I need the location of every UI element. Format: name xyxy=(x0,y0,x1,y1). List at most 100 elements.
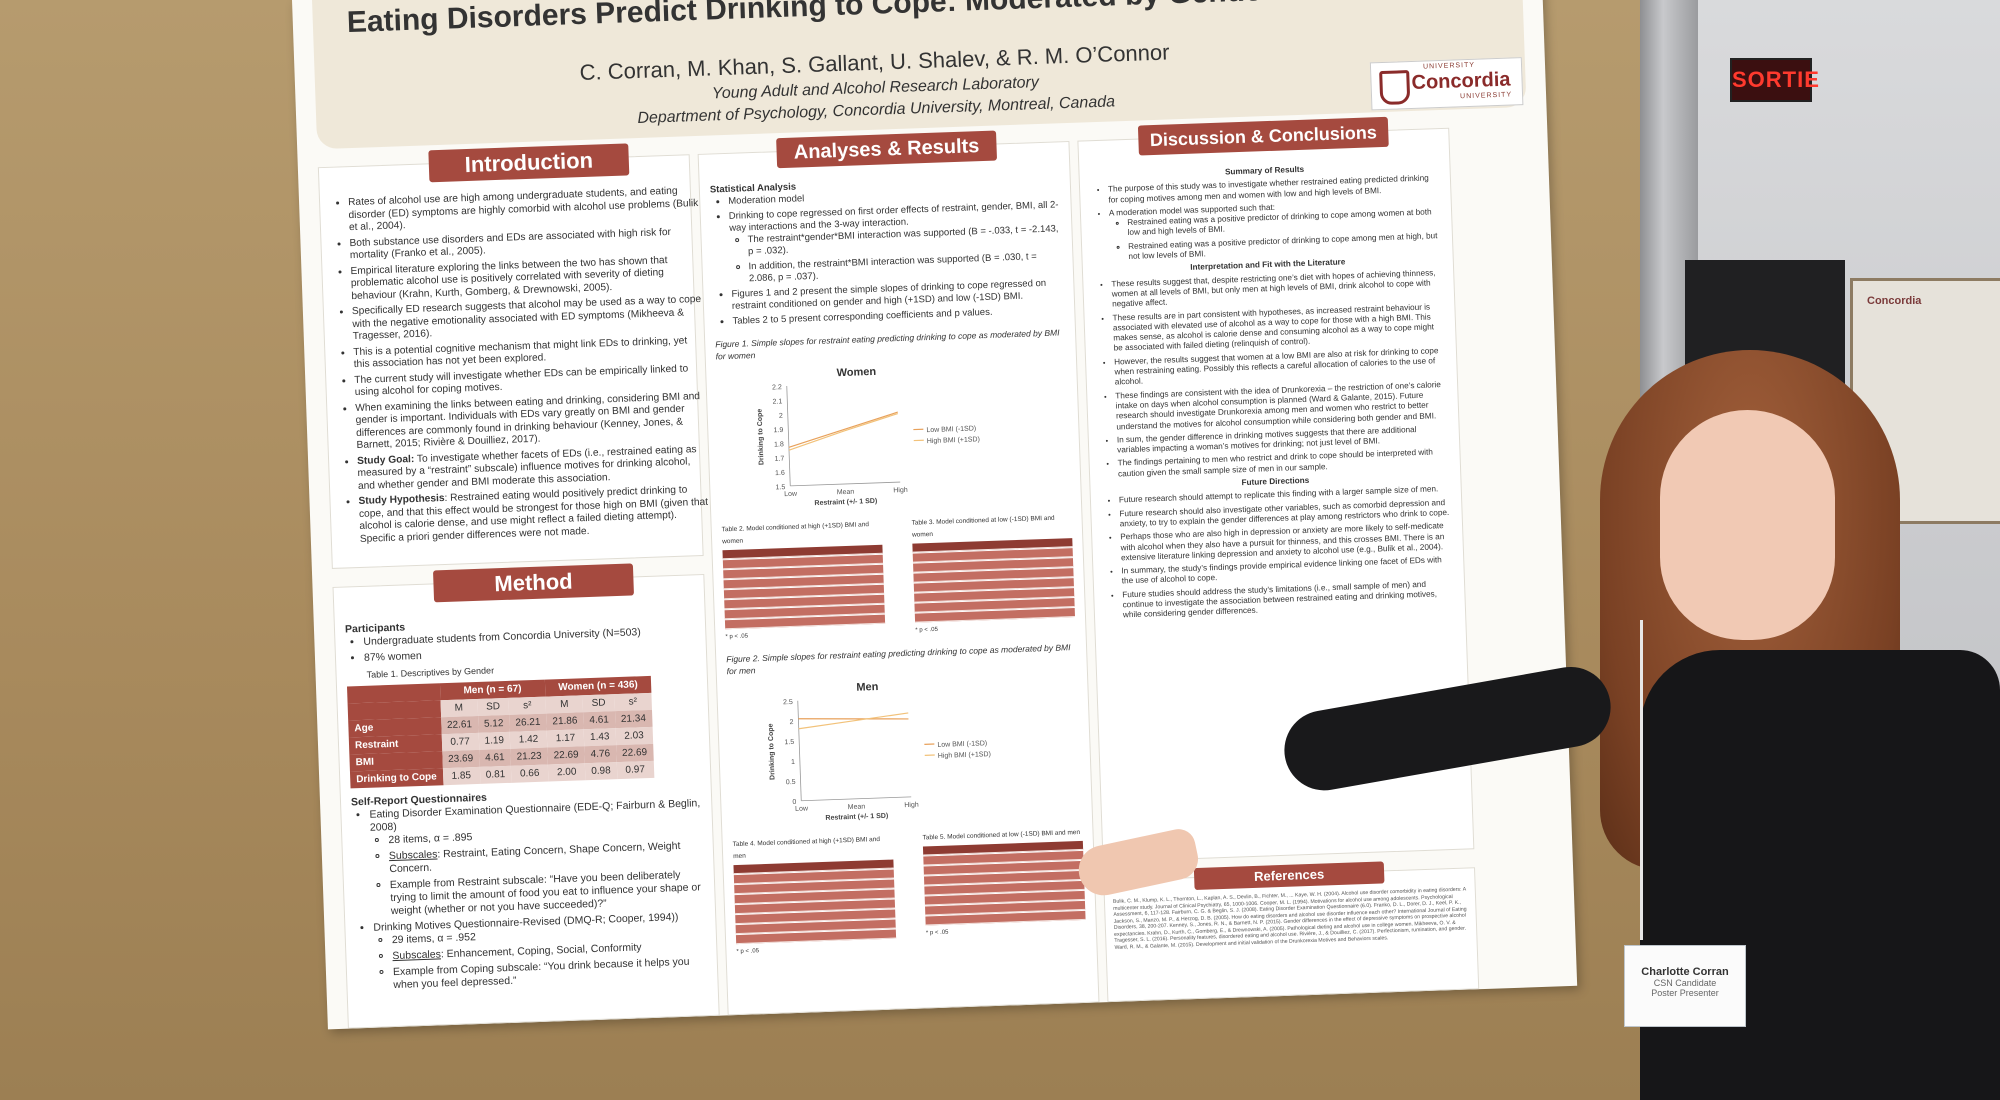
method-section: Method Participants Undergraduate studen… xyxy=(332,563,720,1029)
y-tick-label: 1.8 xyxy=(774,441,784,448)
references-section: References Bulik, C. M., Klump, K. L., T… xyxy=(1103,861,1480,1003)
table3: Table 3. Model conditioned at low (-1SD)… xyxy=(911,512,1076,637)
references-text: Bulik, C. M., Klump, K. L., Thornton, L.… xyxy=(1112,886,1467,951)
table-cell: 2.03 xyxy=(615,726,653,746)
table4: Table 4. Model conditioned at high (+1SD… xyxy=(733,834,897,959)
exit-sign: SORTIE xyxy=(1730,58,1819,102)
y-axis xyxy=(786,385,791,486)
logo-name: Concordia xyxy=(1411,68,1511,94)
table-cell: 1.85 xyxy=(442,766,481,786)
background-poster-logo: Concordia xyxy=(1867,295,1922,307)
table2: Table 2. Model conditioned at high (+1SD… xyxy=(722,519,886,644)
study-goal-text: To investigate whether facets of EDs (i.… xyxy=(357,443,697,492)
y-tick-label: 2.1 xyxy=(772,398,782,405)
badge-name: Charlotte Corran xyxy=(1641,966,1729,978)
table-cell: 1.43 xyxy=(583,728,616,747)
series-line xyxy=(798,712,909,730)
table-cell: 4.61 xyxy=(478,748,511,767)
table-cell: 22.69 xyxy=(615,743,654,763)
series-line xyxy=(788,411,898,448)
table-cell: 21.23 xyxy=(510,747,548,766)
table-cell: 23.69 xyxy=(441,749,480,769)
table-cell: 0.77 xyxy=(441,732,479,752)
study-hypothesis: Study Hypothesis: Restrained eating woul… xyxy=(358,484,710,546)
y-tick-label: 1.5 xyxy=(784,739,794,746)
y-tick-label: 2 xyxy=(789,719,793,726)
x-tick-label: Low xyxy=(784,491,798,498)
logo-bottom-text: UNIVERSITY xyxy=(1459,91,1513,101)
table-cell: 0.81 xyxy=(479,765,512,784)
introduction-list: Rates of alcohol use are high among unde… xyxy=(330,185,710,550)
presenter-face xyxy=(1660,410,1835,640)
table-cell: 1.17 xyxy=(546,729,585,748)
study-hypothesis-label: Study Hypothesis xyxy=(358,492,445,507)
y-tick-label: 2.2 xyxy=(772,384,782,391)
table-col-header: SD xyxy=(582,694,615,713)
method-content: Participants Undergraduate students from… xyxy=(345,607,708,996)
table-col-header: M xyxy=(440,698,478,718)
chart-title: Men xyxy=(856,681,879,694)
research-poster: Eating Disorders Predict Drinking to Cop… xyxy=(292,0,1578,1030)
table2-caption: Table 2. Model conditioned at high (+1SD… xyxy=(721,521,870,546)
legend-label: High BMI (+1SD) xyxy=(927,436,980,445)
x-axis xyxy=(790,481,901,487)
dmq-item: Drinking Motives Questionnaire-Revised (… xyxy=(373,910,707,993)
table4-caption: Table 4. Model conditioned at high (+1SD… xyxy=(732,835,881,861)
ede-q-example: Example from Restraint subscale: “Have y… xyxy=(390,868,705,918)
table-col-header: M xyxy=(545,695,584,714)
table2-rows xyxy=(722,544,886,630)
analyses-list: Moderation model Drinking to cope regres… xyxy=(710,184,1064,328)
subscales-label: Subscales xyxy=(392,948,442,963)
table-cell: 4.76 xyxy=(584,745,617,764)
lanyard xyxy=(1640,620,1643,940)
tables-2-3: Table 2. Model conditioned at high (+1SD… xyxy=(722,512,1076,643)
badge-line: Poster Presenter xyxy=(1651,988,1719,998)
study-goal-label: Study Goal: xyxy=(356,453,415,467)
table-cell: 2.00 xyxy=(547,763,586,782)
legend-label: High BMI (+1SD) xyxy=(938,751,991,760)
series-line xyxy=(788,412,898,451)
analyses-content: Statistical Analysis Moderation model Dr… xyxy=(710,172,1087,958)
table-cell: 0.66 xyxy=(510,764,549,783)
table-cell: 26.21 xyxy=(509,713,547,732)
discussion-bullet: These results are in part consistent wit… xyxy=(1112,302,1445,355)
table-cell: 21.34 xyxy=(614,709,653,729)
y-tick-label: 1.6 xyxy=(775,470,785,477)
table-cell: 1.19 xyxy=(478,731,511,750)
table-cell: 4.61 xyxy=(583,711,616,730)
y-tick-label: 2.5 xyxy=(783,699,793,706)
table3-caption: Table 3. Model conditioned at low (-1SD)… xyxy=(911,514,1055,539)
column-left: Introduction Rates of alcohol use are hi… xyxy=(317,143,720,1029)
legend-label: Low BMI (-1SD) xyxy=(937,740,987,749)
table-cell: 0.97 xyxy=(616,760,654,780)
legend-label: Low BMI (-1SD) xyxy=(926,425,976,434)
badge-line: CSN Candidate xyxy=(1653,978,1717,988)
subscales-label: Subscales xyxy=(388,848,438,863)
table-cell: 22.61 xyxy=(440,715,479,735)
intro-bullet: When examining the links between eating … xyxy=(355,390,707,452)
method-heading: Method xyxy=(432,563,634,603)
table5: Table 5. Model conditioned at low (-1SD)… xyxy=(922,827,1086,952)
descriptives-table: Men (n = 67) Women (n = 436) M SD s² M S… xyxy=(346,675,654,789)
y-tick-label: 1.7 xyxy=(774,456,784,463)
discussion-bullet: A moderation model was supported such th… xyxy=(1109,197,1443,263)
analyses-heading: Analyses & Results xyxy=(776,130,998,169)
y-tick-label: 0 xyxy=(792,799,796,806)
x-tick-label: Mean xyxy=(837,489,855,497)
introduction-section: Introduction Rates of alcohol use are hi… xyxy=(317,143,708,569)
name-badge: Charlotte Corran CSN Candidate Poster Pr… xyxy=(1624,945,1746,1027)
y-axis-label: Drinking to Cope xyxy=(757,408,766,465)
table-col-header: s² xyxy=(508,696,547,715)
table-cell: 1.42 xyxy=(509,730,548,749)
table-col-header: SD xyxy=(477,697,510,716)
tables-4-5: Table 4. Model conditioned at high (+1SD… xyxy=(733,827,1087,958)
y-tick-label: 2 xyxy=(779,413,783,420)
table3-rows xyxy=(912,538,1076,623)
references-heading: References xyxy=(1193,861,1385,891)
y-tick-label: 0.5 xyxy=(786,779,796,786)
y-axis-label: Drinking to Cope xyxy=(768,723,777,780)
introduction-heading: Introduction xyxy=(428,143,630,183)
x-axis-label: Restraint (+/- 1 SD) xyxy=(825,813,888,822)
